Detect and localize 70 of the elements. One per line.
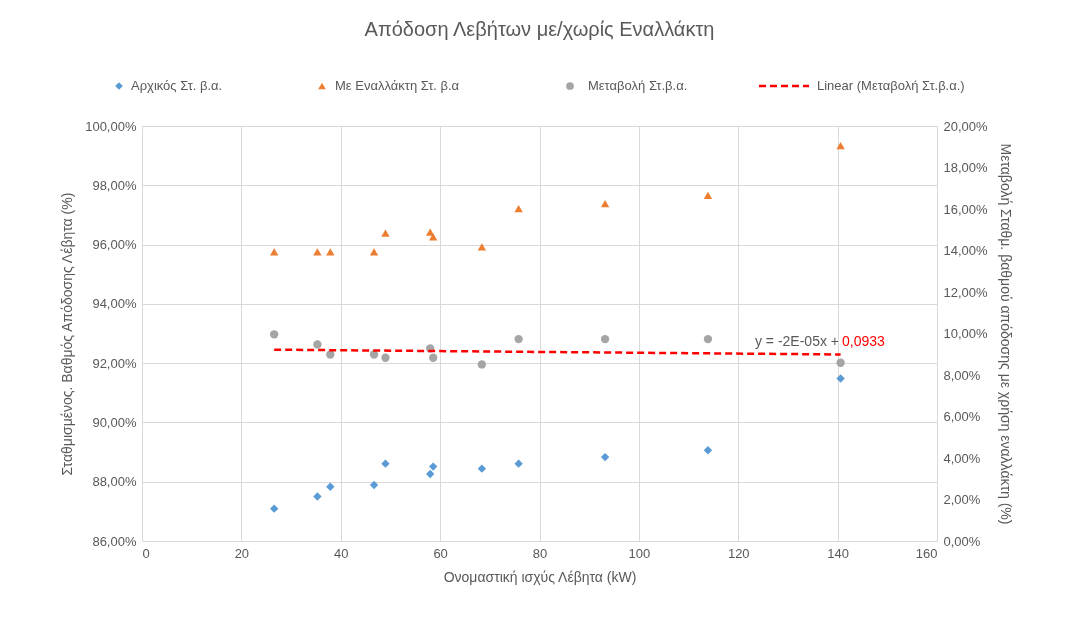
y2-tick-label: 12,00% (943, 284, 989, 300)
y-tick-label: 92,00% (92, 355, 137, 371)
chart-title: Απόδοση Λεβήτων με/χωρίς Εναλλάκτη (364, 18, 715, 40)
y-tick-label: 94,00% (92, 296, 137, 312)
point (514, 459, 523, 468)
point (369, 248, 379, 256)
point (428, 353, 438, 362)
x-axis-title: Ονομαστική ισχύς Λέβητα (kW) (443, 568, 637, 585)
point (836, 358, 845, 367)
point (514, 334, 523, 344)
point (600, 200, 610, 208)
legend-label: Linear (Μεταβολή Στ.β.α.) (817, 78, 965, 93)
point (836, 374, 845, 383)
legend-label: Αρχικός Στ. β.α. (131, 78, 223, 93)
y-tick-label: 88,00% (92, 474, 137, 490)
y2-tick-label: 4,00% (943, 450, 981, 466)
point (313, 340, 322, 349)
point (381, 459, 390, 468)
y-tick-label: 86,00% (92, 533, 137, 549)
legend-label: Με Εναλλάκτη Στ. β.α (335, 78, 460, 93)
point (269, 248, 279, 256)
point (269, 504, 279, 513)
y2-tick-label: 18,00% (943, 160, 989, 175)
x-tick-label: 160 (915, 545, 938, 561)
point (381, 353, 390, 362)
x-tick-label: 60 (433, 545, 448, 561)
point (703, 334, 713, 344)
point (369, 480, 379, 490)
y-tick-label: 90,00% (92, 414, 137, 430)
point (600, 334, 610, 344)
y-tick-label: 100,00% (85, 118, 137, 134)
annotation: 0,0933 (842, 333, 886, 349)
point (477, 360, 487, 369)
x-tick-label: 0 (142, 545, 150, 561)
x-tick-label: 100 (628, 545, 651, 561)
point (477, 464, 487, 473)
y-tick-label: 98,00% (92, 177, 137, 193)
point (381, 229, 390, 237)
point (514, 205, 523, 213)
y2-tick-label: 16,00% (943, 201, 989, 217)
point (477, 243, 487, 251)
y2-tick-label: 2,00% (943, 492, 981, 507)
y2-tick-label: 20,00% (943, 118, 989, 134)
y-axis-title: Σταθμισμένος. Βαθμός Απόδοσης Λέβητα (%) (59, 192, 76, 476)
point (269, 330, 279, 339)
x-tick-label: 20 (234, 545, 250, 561)
legend-label: Μεταβολή Στ.β.α. (588, 78, 688, 93)
point (703, 446, 713, 455)
point (313, 492, 322, 501)
point (426, 469, 435, 479)
y2-tick-label: 10,00% (943, 326, 989, 341)
point (313, 248, 322, 256)
annotation: y = -2E-05x + (754, 333, 839, 349)
point (703, 191, 713, 199)
y2-tick-label: 14,00% (943, 243, 989, 258)
x-tick-label: 140 (827, 545, 849, 561)
x-tick-label: 40 (334, 545, 349, 561)
point (836, 141, 845, 150)
y-tick-label: 96,00% (92, 237, 137, 253)
point (428, 462, 438, 471)
point (326, 482, 335, 491)
y2-tick-label: 0,00% (943, 533, 981, 549)
y2-tick-label: 6,00% (943, 409, 981, 424)
y2-tick-label: 8,00% (943, 367, 981, 383)
y2-axis-title: Μεταβολή Σταθμ. βαθμού απόδοσης με χρήση εναλλάκτη (%) (997, 143, 1014, 525)
x-tick-label: 120 (727, 545, 750, 561)
point (326, 350, 335, 359)
point (600, 452, 610, 462)
point (326, 248, 335, 256)
x-tick-label: 80 (532, 545, 548, 561)
